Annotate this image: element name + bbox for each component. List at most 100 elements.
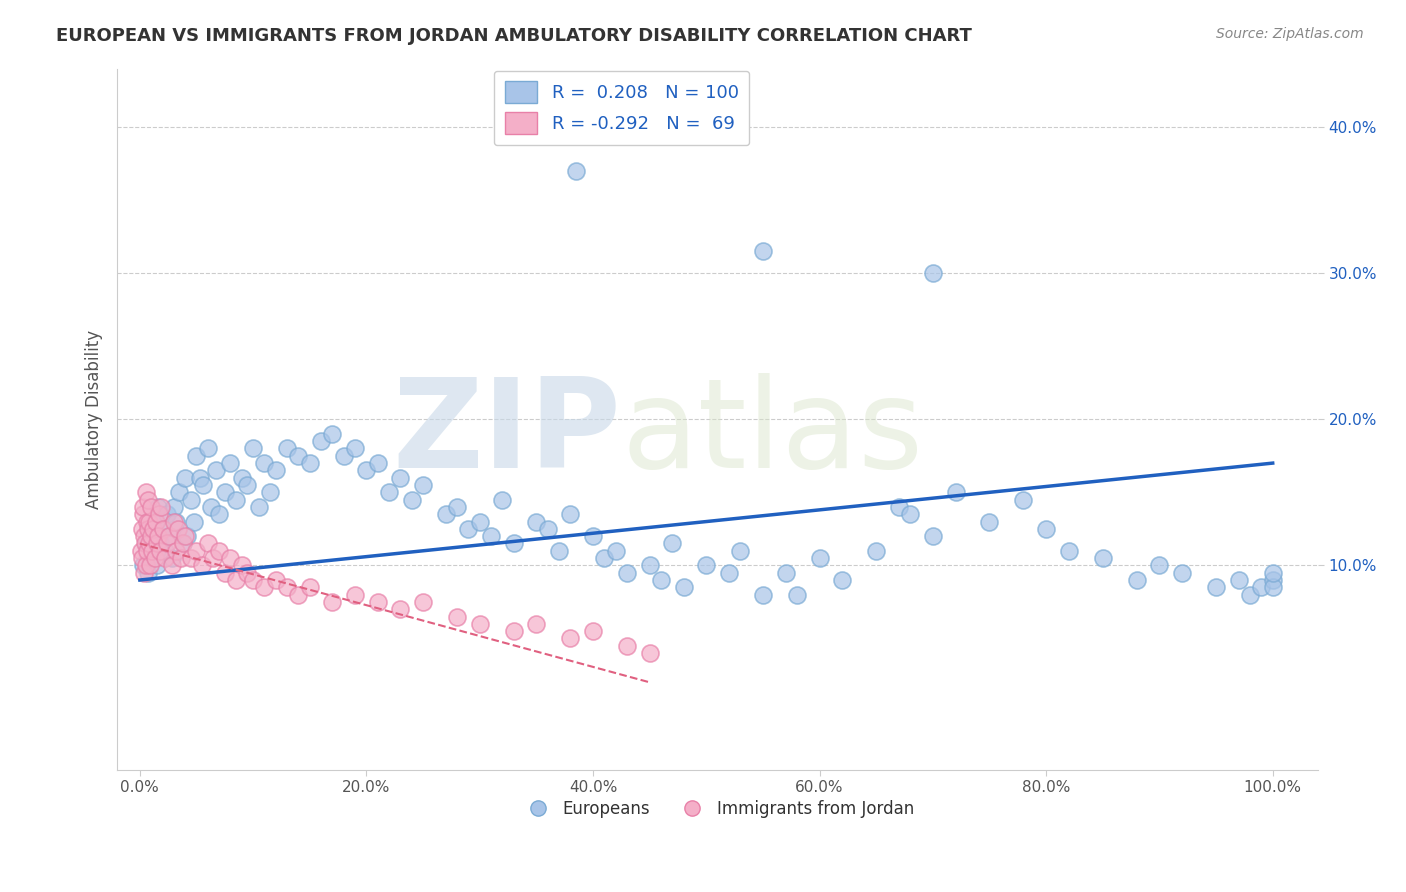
Point [479,529,502,543]
Point [149,543,172,558]
Point [141,551,163,566]
Point [135,515,157,529]
Point [157,529,180,543]
Point [332,449,354,463]
Point [344,442,367,456]
Point [752,588,775,602]
Point [138,515,160,529]
Point [236,566,259,580]
Point [169,551,191,566]
Point [898,508,921,522]
Point [169,485,191,500]
Point [537,522,560,536]
Point [367,456,389,470]
Point [786,588,808,602]
Point [253,580,276,594]
Point [180,551,202,566]
Point [157,529,180,543]
Point [253,456,276,470]
Point [180,492,202,507]
Point [183,515,205,529]
Point [231,471,253,485]
Point [186,543,208,558]
Point [200,500,222,514]
Point [219,456,242,470]
Point [148,508,170,522]
Point [153,543,176,558]
Point [921,529,943,543]
Point [1035,522,1057,536]
Point [231,558,253,573]
Point [134,529,156,543]
Point [204,463,226,477]
Point [1250,580,1272,594]
Point [548,543,571,558]
Point [582,624,605,639]
Point [945,485,967,500]
Point [298,580,321,594]
Point [134,485,156,500]
Point [150,500,173,514]
Point [219,551,242,566]
Text: Source: ZipAtlas.com: Source: ZipAtlas.com [1216,27,1364,41]
Point [1261,580,1284,594]
Point [186,449,208,463]
Point [287,588,309,602]
Point [1261,566,1284,580]
Point [152,522,174,536]
Point [214,485,236,500]
Point [138,536,160,550]
Point [197,442,219,456]
Point [129,543,152,558]
Point [172,536,194,550]
Point [146,558,169,573]
Point [132,558,155,573]
Point [1205,580,1227,594]
Point [163,515,186,529]
Point [242,442,264,456]
Point [468,515,491,529]
Point [1091,551,1114,566]
Point [605,543,627,558]
Point [202,551,225,566]
Point [367,595,389,609]
Point [152,522,174,536]
Y-axis label: Ambulatory Disability: Ambulatory Disability [86,330,103,508]
Point [160,558,183,573]
Point [344,588,367,602]
Point [1126,573,1149,587]
Point [524,616,547,631]
Point [139,529,162,543]
Point [979,515,1001,529]
Point [468,616,491,631]
Point [149,536,172,550]
Point [143,515,166,529]
Point [141,543,163,558]
Point [264,463,287,477]
Text: ZIP: ZIP [392,373,621,494]
Point [321,595,343,609]
Point [259,485,281,500]
Text: EUROPEAN VS IMMIGRANTS FROM JORDAN AMBULATORY DISABILITY CORRELATION CHART: EUROPEAN VS IMMIGRANTS FROM JORDAN AMBUL… [56,27,972,45]
Point [1149,558,1171,573]
Point [389,602,412,616]
Point [560,632,582,646]
Point [831,573,853,587]
Point [661,536,683,550]
Point [139,529,162,543]
Point [1261,573,1284,587]
Point [502,536,524,550]
Point [616,639,638,653]
Point [165,515,187,529]
Point [134,536,156,550]
Point [491,492,513,507]
Point [146,536,169,550]
Point [887,500,910,514]
Point [378,485,401,500]
Point [136,492,159,507]
Text: atlas: atlas [621,373,924,494]
Point [174,471,197,485]
Point [1057,543,1080,558]
Point [172,536,194,550]
Point [156,508,179,522]
